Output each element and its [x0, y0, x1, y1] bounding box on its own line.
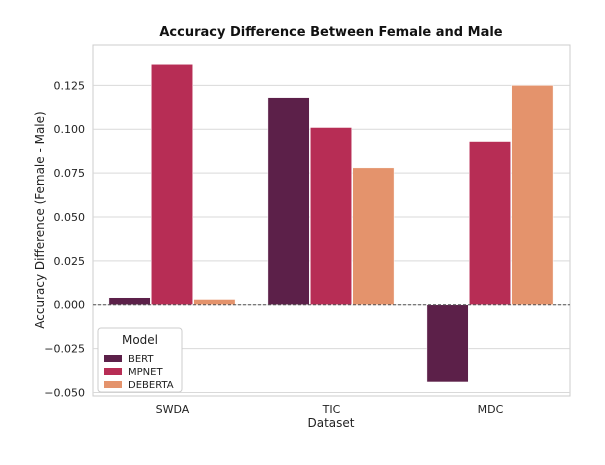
y-tick-label: −0.025 [44, 343, 85, 356]
y-tick-label: 0.000 [54, 299, 86, 312]
x-tick-label: TIC [322, 403, 341, 416]
bar-deberta-mdc [511, 85, 554, 305]
legend-swatch-bert [104, 355, 122, 362]
bar-deberta-tic [352, 167, 395, 305]
bars-group [108, 64, 554, 383]
bar-bert-swda [108, 297, 151, 305]
y-tick-label: −0.050 [44, 386, 85, 399]
bar-mpnet-tic [310, 127, 352, 305]
x-tick-label: SWDA [156, 403, 190, 416]
y-tick-label: 0.100 [54, 123, 86, 136]
bar-bert-mdc [426, 304, 469, 383]
legend-box [97, 327, 183, 393]
y-tick-label: 0.050 [54, 211, 86, 224]
y-tick-label: 0.075 [54, 167, 86, 180]
bar-deberta-swda [193, 299, 236, 305]
legend-label-bert: BERT [128, 354, 154, 365]
legend-title: Model [122, 333, 158, 347]
legend-label-mpnet: MPNET [128, 367, 163, 378]
legend-items: BERT MPNET DEBERTA [104, 354, 174, 391]
bar-mpnet-mdc [469, 141, 511, 305]
x-axis-label: Dataset [308, 416, 355, 430]
y-tick-label: 0.125 [54, 79, 86, 92]
x-tick-label: MDC [478, 403, 504, 416]
legend-label-deberta: DEBERTA [128, 380, 174, 391]
bar-mpnet-swda [151, 64, 193, 305]
legend-swatch-deberta [104, 381, 122, 388]
legend: Model BERT MPNET DEBERTA [97, 327, 183, 393]
y-tick-label: 0.025 [54, 255, 86, 268]
y-axis-label: Accuracy Difference (Female - Male) [33, 111, 47, 328]
x-tick-labels: SWDA TIC MDC [156, 403, 504, 416]
legend-swatch-mpnet [104, 368, 122, 375]
chart-title: Accuracy Difference Between Female and M… [159, 25, 502, 40]
bar-bert-tic [267, 97, 310, 305]
y-tick-labels: −0.050 −0.025 0.000 0.025 0.050 0.075 0.100 0.1… [44, 79, 85, 399]
